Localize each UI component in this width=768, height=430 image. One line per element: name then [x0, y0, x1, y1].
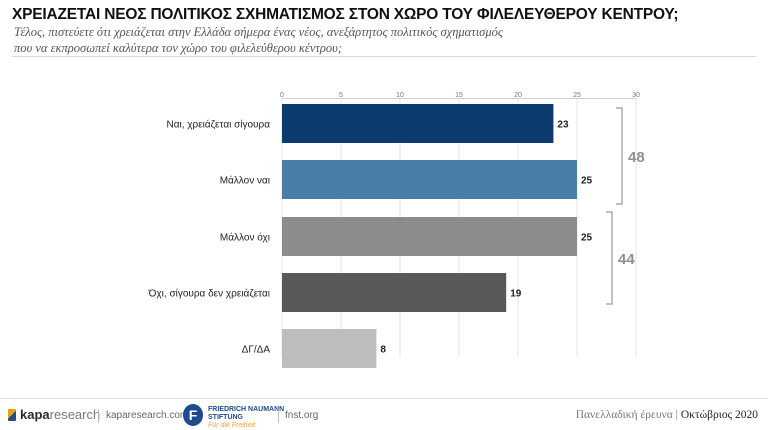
- data-label: 25: [581, 233, 593, 244]
- category-label: Ναι, χρειάζεται σίγουρα: [166, 119, 270, 131]
- x-tick-label: 5: [339, 92, 343, 99]
- x-tick-label: 30: [632, 92, 640, 99]
- survey-date: Οκτώβριος 2020: [680, 409, 758, 421]
- chart-subtitle: Τέλος, πιστεύετε ότι χρειάζεται στην Ελλ…: [14, 24, 614, 56]
- fnf-logo-icon: F: [183, 404, 203, 426]
- x-tick-label: 10: [396, 92, 404, 99]
- category-label: ΔΓ/ΔΑ: [242, 345, 271, 356]
- kapa-brand-bold: kapa: [20, 407, 50, 422]
- category-label: Μάλλον όχι: [220, 232, 270, 244]
- chart-title: ΧΡΕΙΑΖΕΤΑΙ ΝΕΟΣ ΠΟΛΙΤΙΚΟΣ ΣΧΗΜΑΤΙΣΜΟΣ ΣΤ…: [12, 6, 679, 23]
- bar: [282, 160, 577, 199]
- footer: kaparesearch kaparesearch.com F FRIEDRIC…: [0, 402, 768, 430]
- fnf-line-3: Für die Freiheit: [208, 422, 256, 429]
- subtitle-line-1: Τέλος, πιστεύετε ότι χρειάζεται στην Ελλ…: [14, 25, 503, 39]
- data-label: 23: [557, 120, 569, 131]
- bar: [282, 329, 377, 368]
- survey-source: Πανελλαδική έρευνα | Οκτώβριος 2020: [575, 409, 758, 421]
- kapa-brand-light: research: [49, 407, 101, 422]
- footer-separator: [98, 409, 99, 423]
- footer-divider: [0, 398, 768, 399]
- group-bracket: [606, 211, 613, 305]
- subtitle-line-2: που να εκπροσωπεί καλύτερα τον χώρο του …: [14, 41, 343, 55]
- category-label: Μάλλον ναι: [220, 175, 270, 187]
- bar: [282, 273, 507, 312]
- group-total-label: 48: [628, 149, 645, 166]
- fnf-line-1: FRIEDRICH NAUMANN: [208, 406, 285, 413]
- survey-type: Πανελλαδική έρευνα: [575, 409, 673, 421]
- fnf-logo-text: FRIEDRICH NAUMANN STIFTUNG Für die Freih…: [208, 406, 284, 430]
- data-label: 25: [581, 176, 593, 187]
- data-label: 8: [380, 345, 386, 356]
- bar: [282, 104, 554, 143]
- x-tick-label: 15: [455, 92, 463, 99]
- bar-chart: 0 5 10 15 20 25 30 Ναι, χρειάζεται σίγουρα 23 Μάλ…: [148, 92, 645, 368]
- category-label: Όχι, σίγουρα δεν χρειάζεται: [148, 288, 270, 300]
- group-total-label: 44: [618, 251, 635, 268]
- group-bracket: [616, 107, 623, 205]
- x-tick-label: 0: [280, 92, 284, 99]
- kapa-logo-icon: [8, 408, 16, 421]
- fnf-url[interactable]: fnst.org: [285, 410, 319, 421]
- x-tick-label: 20: [514, 92, 522, 99]
- kapa-research-logo: kaparesearch: [8, 407, 100, 422]
- data-label: 19: [510, 289, 522, 300]
- header-divider: [12, 56, 756, 57]
- fnf-line-2: STIFTUNG: [208, 414, 243, 421]
- footer-separator: [278, 409, 279, 423]
- bar: [282, 217, 577, 256]
- kapa-url[interactable]: kaparesearch.com: [106, 410, 189, 421]
- x-tick-label: 25: [573, 92, 581, 99]
